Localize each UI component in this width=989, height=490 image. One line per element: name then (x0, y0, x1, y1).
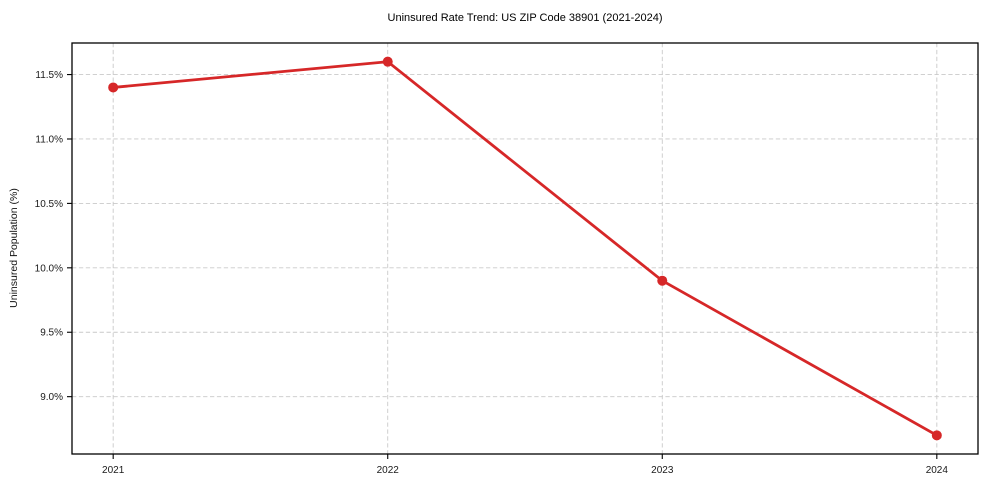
y-tick-label: 10.0% (35, 263, 63, 274)
x-tick-label: 2022 (377, 465, 400, 476)
y-axis-label: Uninsured Population (%) (8, 188, 20, 308)
y-tick-label: 11.5% (35, 70, 63, 81)
y-tick-label: 10.5% (35, 199, 63, 210)
data-series (108, 56, 942, 441)
y-tick-label: 9.5% (40, 328, 63, 339)
chart-title: Uninsured Rate Trend: US ZIP Code 38901 … (388, 12, 663, 24)
axes-spines (71, 42, 979, 455)
y-tick-label: 11.0% (35, 134, 63, 145)
data-point-marker (657, 275, 668, 286)
trend-line (111, 60, 939, 437)
x-tick-label: 2021 (102, 465, 125, 476)
x-tick-label: 2023 (651, 465, 674, 476)
data-point-marker (931, 430, 942, 441)
y-tick-label: 9.0% (40, 392, 63, 403)
x-tick-label: 2024 (926, 465, 949, 476)
plot-frame (71, 42, 979, 455)
axis-ticks: 9.0% 9.5% 10.0% 10.5% 11.0% 11.5% 2021 2022 2023… (35, 70, 949, 476)
data-point-marker (108, 82, 119, 93)
data-point-marker (382, 56, 393, 67)
gridlines (72, 43, 978, 454)
